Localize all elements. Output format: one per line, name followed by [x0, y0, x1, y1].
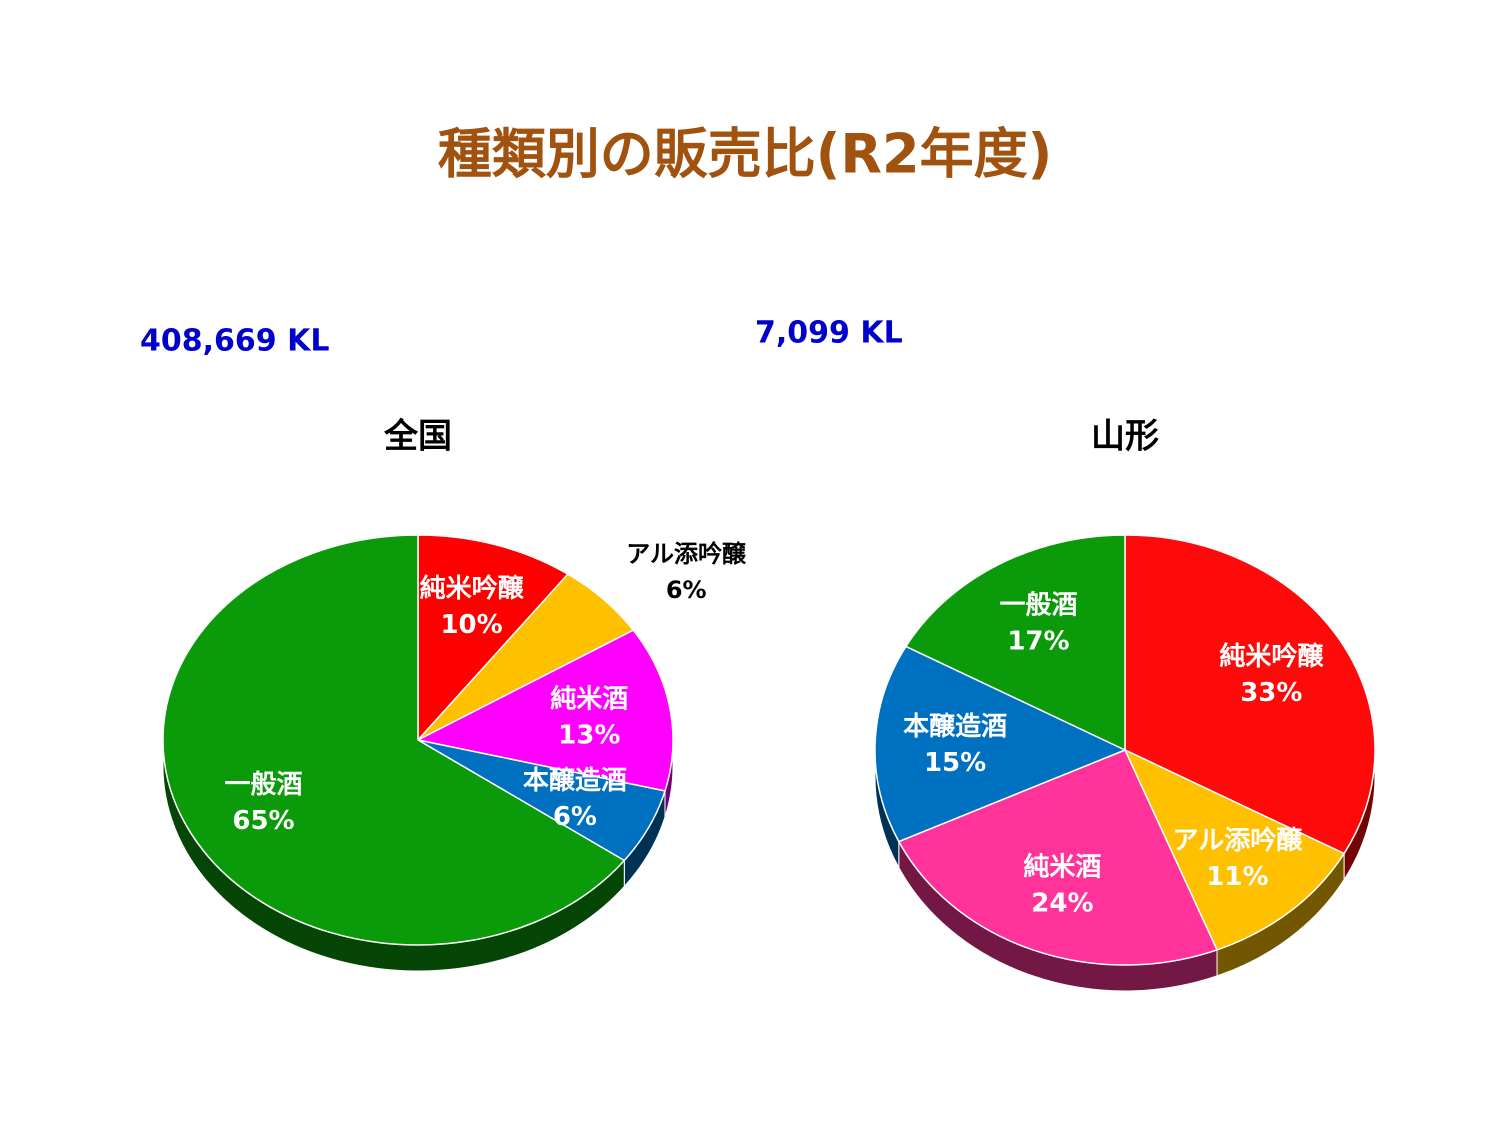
slice — [415, 629, 674, 792]
slice-value: 17% — [1007, 627, 1069, 657]
slice-category: 一般酒 — [999, 591, 1077, 621]
slice — [162, 534, 626, 946]
slice-value: 6% — [666, 576, 707, 604]
slice — [1123, 748, 1346, 951]
slice — [417, 534, 570, 742]
slice-value: 11% — [1206, 862, 1268, 892]
slice-category: 本醸造酒 — [903, 712, 1007, 742]
slice-category: 純米吟醸 — [420, 573, 525, 604]
slice-value: 24% — [1031, 888, 1093, 918]
slice-category: 純米酒 — [1023, 851, 1101, 882]
slice — [874, 645, 1127, 843]
slice-category: アル添吟醸 — [626, 540, 747, 568]
slide-title: 種類別の販売比(R2年度) — [438, 123, 1053, 186]
slice — [897, 749, 1219, 966]
slice-value: 13% — [558, 721, 620, 751]
slice-value: 33% — [1240, 678, 1302, 708]
total-volume: 7,099 KL — [755, 316, 903, 351]
chart-title: 全国 — [383, 417, 452, 457]
total-volume: 408,669 KL — [140, 324, 329, 359]
slice-value: 6% — [553, 802, 597, 832]
slice-value: 65% — [232, 806, 294, 836]
slice-value: 10% — [440, 610, 502, 640]
slice-value: 15% — [924, 748, 986, 778]
slice-category: 純米吟醸 — [1219, 641, 1324, 672]
chart-title: 山形 — [1091, 417, 1159, 457]
slice-category: 純米酒 — [550, 684, 628, 715]
slice-category: 本醸造酒 — [523, 766, 627, 796]
slice-category: アル添吟醸 — [1173, 825, 1304, 856]
slice-category: 一般酒 — [224, 770, 302, 800]
slice — [904, 534, 1126, 752]
slice — [1124, 534, 1376, 855]
